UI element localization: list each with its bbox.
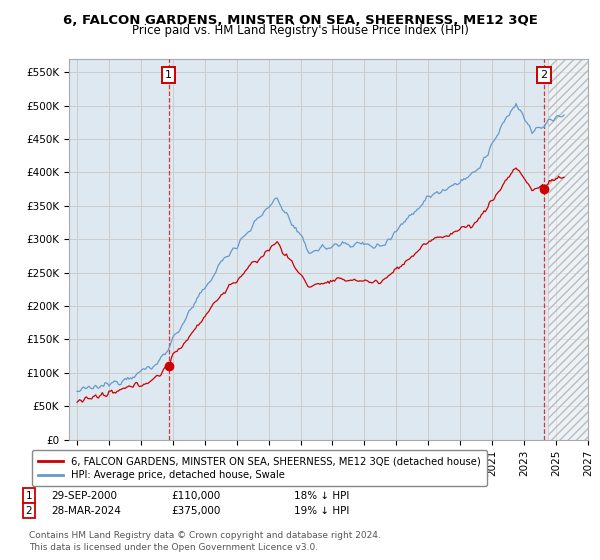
Text: 1: 1 bbox=[166, 70, 172, 80]
Text: 19% ↓ HPI: 19% ↓ HPI bbox=[294, 506, 349, 516]
Text: 1: 1 bbox=[25, 491, 32, 501]
Text: £375,000: £375,000 bbox=[171, 506, 220, 516]
Text: Contains HM Land Registry data © Crown copyright and database right 2024.
This d: Contains HM Land Registry data © Crown c… bbox=[29, 531, 380, 552]
Text: 18% ↓ HPI: 18% ↓ HPI bbox=[294, 491, 349, 501]
Text: 2: 2 bbox=[25, 506, 32, 516]
Legend: 6, FALCON GARDENS, MINSTER ON SEA, SHEERNESS, ME12 3QE (detached house), HPI: Av: 6, FALCON GARDENS, MINSTER ON SEA, SHEER… bbox=[32, 450, 487, 486]
Text: 6, FALCON GARDENS, MINSTER ON SEA, SHEERNESS, ME12 3QE: 6, FALCON GARDENS, MINSTER ON SEA, SHEER… bbox=[62, 14, 538, 27]
Text: £110,000: £110,000 bbox=[171, 491, 220, 501]
Text: 2: 2 bbox=[541, 70, 547, 80]
Text: Price paid vs. HM Land Registry's House Price Index (HPI): Price paid vs. HM Land Registry's House … bbox=[131, 24, 469, 37]
Text: 29-SEP-2000: 29-SEP-2000 bbox=[51, 491, 117, 501]
Text: 28-MAR-2024: 28-MAR-2024 bbox=[51, 506, 121, 516]
